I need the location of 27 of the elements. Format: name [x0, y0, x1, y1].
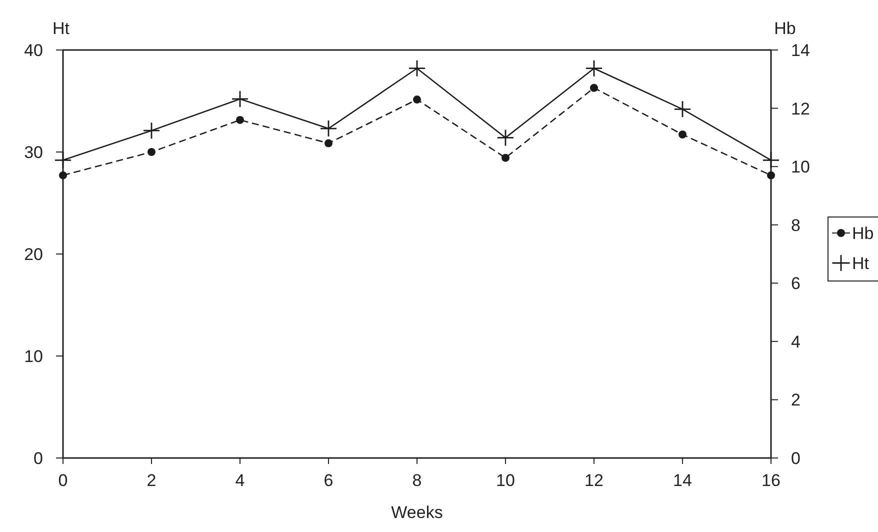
y2-tick-label: 4 [791, 332, 800, 352]
y2-tick-label: 10 [791, 158, 810, 177]
x-tick-label: 14 [673, 471, 692, 490]
x-tick-label: 6 [324, 471, 334, 490]
x-tick-label: 2 [146, 471, 156, 490]
x-tick-label: 16 [762, 471, 780, 490]
y2-tick-label: 0 [791, 449, 800, 468]
x-axis-title: Weeks [391, 503, 443, 522]
x-tick-label: 4 [235, 471, 245, 490]
y-tick-label: 40 [24, 41, 43, 60]
y2-tick-label: 14 [791, 41, 810, 60]
y2-tick-label: 2 [791, 390, 800, 410]
x-tick-label: 0 [58, 471, 68, 490]
y2-axis-title: Hb [774, 19, 796, 38]
legend-label: Ht [852, 254, 870, 273]
y2-tick-label: 8 [791, 216, 800, 235]
x-tick-label: 12 [584, 471, 604, 490]
y-tick-label: 10 [24, 347, 43, 366]
y2-tick-label: 12 [791, 99, 810, 118]
y-axis-title: Ht [52, 19, 70, 38]
y-tick-label: 20 [24, 245, 43, 264]
y-tick-label: 0 [34, 449, 43, 468]
y2-tick-label: 6 [791, 274, 800, 294]
x-tick-label: 8 [412, 471, 422, 490]
legend-label: Hb [852, 224, 874, 243]
y-tick-label: 30 [24, 143, 43, 162]
x-tick-label: 10 [496, 471, 515, 490]
